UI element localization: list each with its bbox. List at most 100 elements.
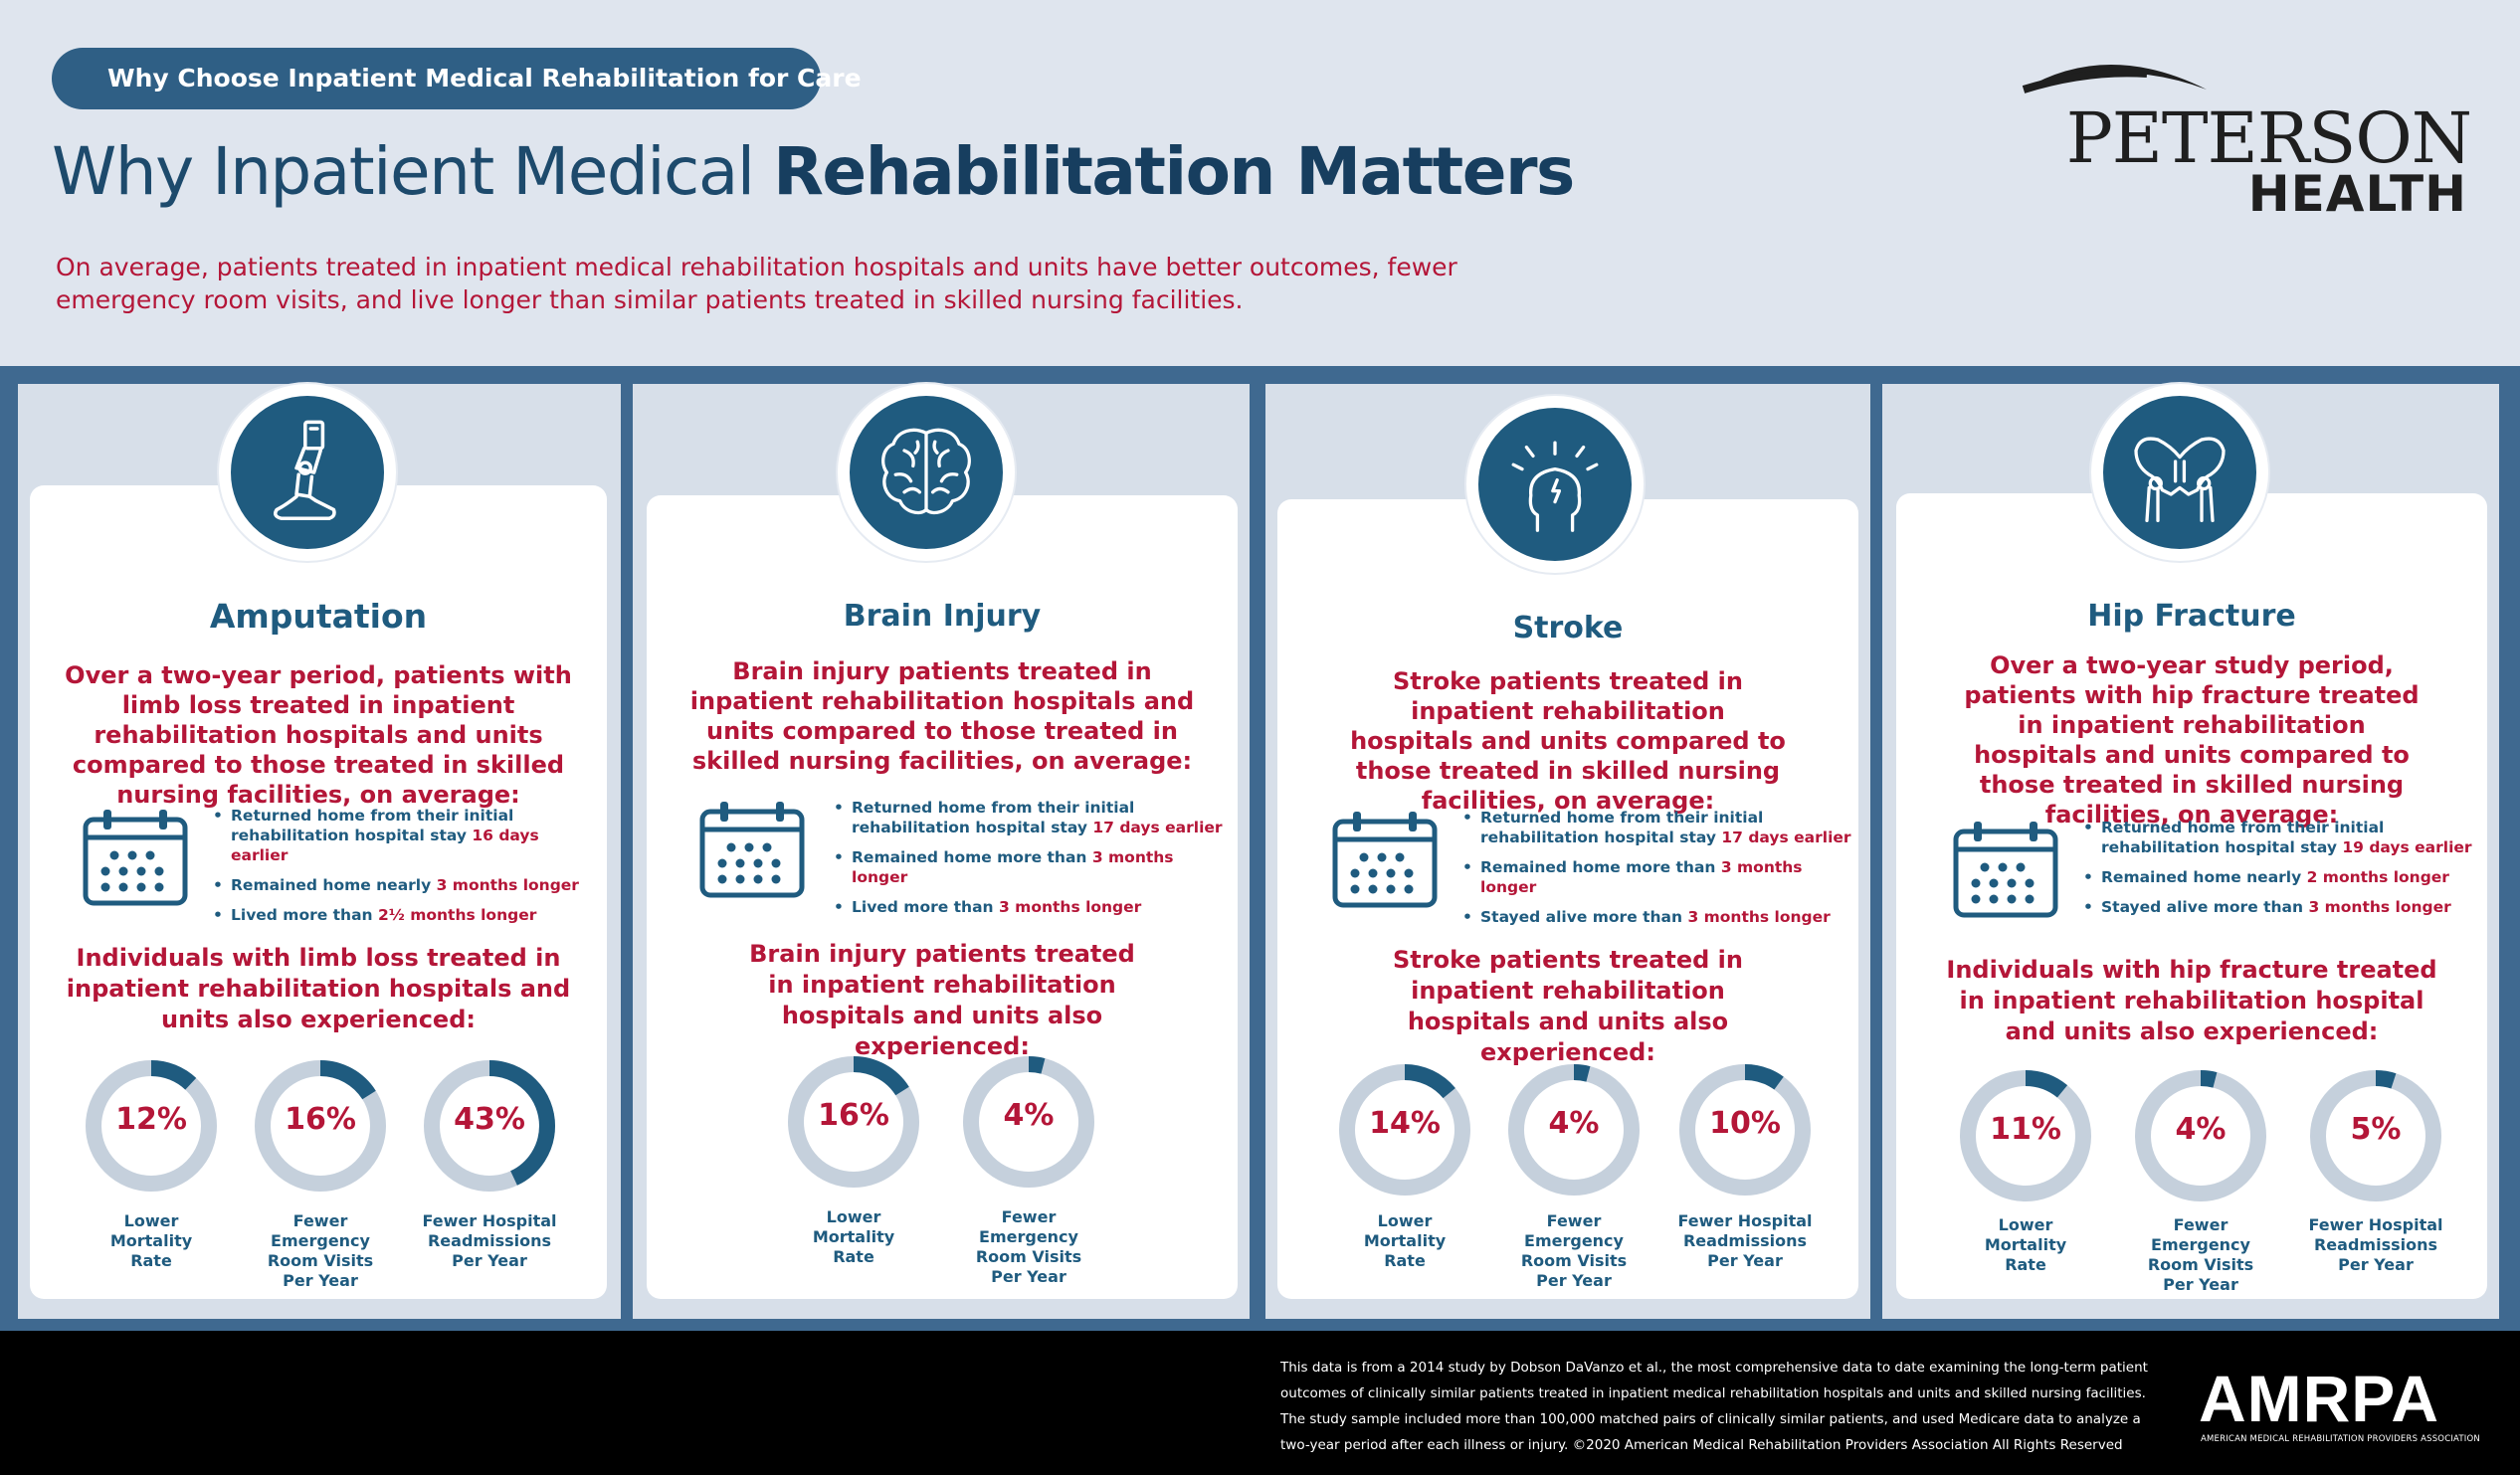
card-lead: Over a two-year period, patients with li…: [65, 661, 572, 809]
intro-text: On average, patients treated in inpatien…: [56, 253, 1457, 314]
donut-label: Lower Mortality Rate: [1363, 1211, 1447, 1270]
donut-ring: [424, 1060, 555, 1192]
donut-fill: [963, 1056, 1094, 1188]
prosthetic-leg-icon: [273, 420, 336, 520]
donut-fill: [2310, 1070, 2441, 1201]
donut-percent: 4%: [2175, 1112, 2227, 1147]
bullet-item: Returned home from their initialrehabili…: [2083, 818, 2485, 857]
calendar-icon: [82, 808, 191, 907]
bullet-item: Stayed alive more than 3 months longer: [2083, 897, 2485, 917]
donut-label: Fewer Emergency Room Visits Per Year: [2147, 1215, 2254, 1294]
donut-ring: [1339, 1064, 1470, 1196]
donut-percent: 4%: [1548, 1106, 1600, 1141]
card-title: Hip Fracture: [2087, 599, 2296, 634]
donut-ring: [255, 1060, 386, 1192]
logo-health-text: HEALTH: [2247, 165, 2467, 223]
donut-stat: 43%: [420, 1056, 559, 1196]
card-hip-fracture: Hip Fracture Over a two-year study perio…: [1896, 493, 2487, 1299]
bullet-item: Lived more than 2½ months longer: [213, 905, 601, 925]
donut-stat: 4%: [959, 1052, 1098, 1192]
card-lead: Stroke patients treated in inpatient reh…: [1350, 667, 1786, 815]
donut-fill: [424, 1060, 555, 1192]
logo-peterson-text: PETERSON: [2065, 97, 2472, 179]
card-title: Stroke: [1512, 611, 1624, 645]
donut-ring: [788, 1056, 919, 1188]
calendar-icon: [698, 800, 808, 899]
amrpa-logo-subtitle: AMERICAN MEDICAL REHABILITATION PROVIDER…: [2201, 1434, 2480, 1444]
donut-fill: [86, 1060, 217, 1192]
donut-stat: 5%: [2306, 1066, 2445, 1205]
card-brain-injury: Brain Injury Brain injury patients treat…: [647, 495, 1238, 1299]
card-subhead: Individuals with hip fracture treated in…: [1946, 956, 2437, 1045]
donut-stat: 10%: [1675, 1060, 1815, 1199]
card-title: Amputation: [209, 597, 428, 636]
donut-ring: [2135, 1070, 2266, 1201]
donut-label: Lower Mortality Rate: [812, 1207, 895, 1266]
bullet-list: Returned home from their initialrehabili…: [1462, 808, 1856, 937]
bullet-item: Returned home from their initialrehabili…: [834, 798, 1232, 837]
bullet-item: Remained home more than 3 months longer: [1462, 857, 1856, 897]
donut-percent: 12%: [115, 1102, 187, 1137]
card-title: Brain Injury: [843, 599, 1042, 634]
card-lead: Brain injury patients treated in inpatie…: [689, 657, 1195, 775]
donut-stat: 12%: [82, 1056, 221, 1196]
header-pill: Why Choose Inpatient Medical Rehabilitat…: [52, 48, 862, 109]
donut-fill: [1508, 1064, 1640, 1196]
donut-percent: 16%: [285, 1102, 356, 1137]
bullet-item: Returned home from their initialrehabili…: [1462, 808, 1856, 847]
amrpa-logo: AMRPA: [2199, 1362, 2440, 1435]
bullet-item: Stayed alive more than 3 months longer: [1462, 907, 1856, 927]
donut-ring: [2310, 1070, 2441, 1201]
bullet-item: Remained home more than 3 months longer: [834, 847, 1232, 887]
brain-icon: [881, 428, 971, 515]
bullet-item: Lived more than 3 months longer: [834, 897, 1232, 917]
donut-ring: [963, 1056, 1094, 1188]
bullet-list: Returned home from their initialrehabili…: [834, 798, 1232, 927]
bullet-item: Remained home nearly 2 months longer: [2083, 867, 2485, 887]
page-title: Why Inpatient Medical Rehabilitation Mat…: [52, 133, 1575, 210]
donut-label: Lower Mortality Rate: [1984, 1215, 2067, 1274]
head-pain-icon: [1511, 441, 1599, 532]
icon-circle: [838, 384, 1015, 561]
bullet-list: Returned home from their initialrehabili…: [213, 806, 601, 935]
bullet-list: Returned home from their initialrehabili…: [2083, 818, 2485, 927]
peterson-health-logo: PETERSON HEALTH: [2010, 50, 2477, 229]
donut-stat: 16%: [251, 1056, 390, 1196]
donut-label: Fewer Hospital Readmissions Per Year: [1677, 1211, 1813, 1270]
icon-circle: [2091, 384, 2268, 561]
icon-circle: [219, 384, 396, 561]
donut-percent: 14%: [1369, 1106, 1441, 1141]
donut-percent: 43%: [454, 1102, 525, 1137]
donut-fill: [1960, 1070, 2091, 1201]
donut-stat: 4%: [1504, 1060, 1644, 1199]
donut-percent: 10%: [1709, 1106, 1781, 1141]
donut-percent: 11%: [1990, 1112, 2061, 1147]
donut-percent: 4%: [1003, 1098, 1055, 1133]
donut-label: Fewer Hospital Readmissions Per Year: [422, 1211, 557, 1270]
donut-ring: [86, 1060, 217, 1192]
donut-fill: [1339, 1064, 1470, 1196]
donut-ring: [1960, 1070, 2091, 1201]
donut-stat: 11%: [1956, 1066, 2095, 1205]
donut-percent: 5%: [2350, 1112, 2402, 1147]
calendar-icon: [1331, 810, 1441, 909]
donut-label: Lower Mortality Rate: [109, 1211, 193, 1270]
logo-arc-icon: [2022, 65, 2207, 93]
footer: This data is from a 2014 study by Dobson…: [0, 1331, 2520, 1475]
donut-fill: [2135, 1070, 2266, 1201]
icon-circle: [1466, 396, 1644, 573]
donut-percent: 16%: [818, 1098, 889, 1133]
donut-ring: [1679, 1064, 1811, 1196]
donut-label: Fewer Hospital Readmissions Per Year: [2308, 1215, 2443, 1274]
bullet-item: Remained home nearly 3 months longer: [213, 875, 601, 895]
card-subhead: Brain injury patients treated in inpatie…: [749, 940, 1135, 1060]
donut-label: Fewer Emergency Room Visits Per Year: [975, 1207, 1082, 1286]
donut-fill: [788, 1056, 919, 1188]
donut-label: Fewer Emergency Room Visits Per Year: [267, 1211, 374, 1290]
card-subhead: Individuals with limb loss treated in in…: [66, 944, 571, 1033]
donut-fill: [255, 1060, 386, 1192]
pelvis-icon: [2134, 437, 2226, 523]
card-lead: Over a two-year study period, patients w…: [1964, 651, 2420, 829]
donut-ring: [1508, 1064, 1640, 1196]
donut-fill: [1679, 1064, 1811, 1196]
